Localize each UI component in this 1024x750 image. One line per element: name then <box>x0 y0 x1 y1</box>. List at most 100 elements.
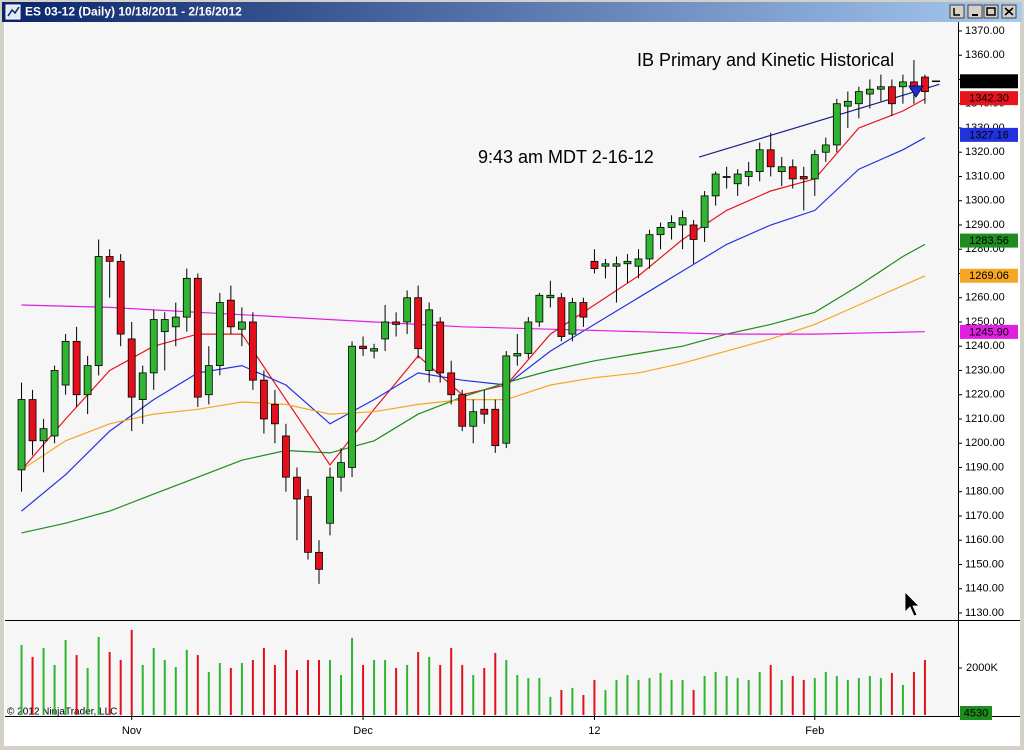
candle-body <box>568 302 577 335</box>
volume-bar <box>747 679 750 715</box>
candle-body <box>39 428 48 442</box>
ma-price-box <box>960 324 1018 339</box>
candle-body <box>28 399 37 442</box>
volume-bar <box>240 663 243 715</box>
volume-bar <box>714 671 717 715</box>
volume-bar <box>681 679 684 715</box>
candle-body <box>579 302 588 318</box>
candle-body <box>612 263 621 267</box>
volume-bar <box>890 672 893 715</box>
volume-bar <box>637 679 640 715</box>
volume-bar <box>53 664 56 715</box>
candle-body <box>458 394 467 427</box>
volume-bar <box>351 637 354 715</box>
volume-bar <box>207 671 210 715</box>
price-panel <box>5 22 958 620</box>
candle-body <box>623 260 632 265</box>
volume-bar <box>86 667 89 715</box>
pin-button[interactable] <box>949 4 965 19</box>
volume-bar <box>329 659 332 715</box>
volume-bar <box>868 675 871 715</box>
volume-bar <box>923 659 926 715</box>
close-glyph <box>1004 7 1014 16</box>
candle-body <box>237 321 246 330</box>
candle-body <box>94 256 103 367</box>
volume-bar <box>306 659 309 715</box>
y-tick-label: 1260.00 <box>965 292 1005 304</box>
candle-body <box>315 551 323 570</box>
volume-bar <box>769 664 772 715</box>
candle-body <box>83 365 92 396</box>
y-tick-label: 1320.00 <box>965 146 1005 158</box>
candle-body <box>193 277 202 398</box>
candle-body <box>72 340 81 396</box>
ma-price-box <box>960 127 1018 142</box>
y-tick-label: 1310.00 <box>965 170 1005 182</box>
volume-bar <box>97 636 100 715</box>
y-tick-label: 1140.00 <box>965 583 1004 595</box>
y-tick-label: 1210.00 <box>965 413 1005 425</box>
candle-body <box>17 399 26 471</box>
volume-bar <box>901 684 904 715</box>
y-tick-label: 1170.00 <box>965 510 1004 522</box>
candle-body <box>204 365 213 396</box>
y-tick-label: 1370.00 <box>965 25 1005 37</box>
volume-bar <box>395 667 398 715</box>
candle-body <box>282 435 290 478</box>
candle-body <box>722 176 731 178</box>
volume-bar <box>527 678 530 715</box>
volume-bar <box>262 648 265 715</box>
volume-bar <box>494 652 497 715</box>
candle-body <box>799 176 808 180</box>
ma-price-box-text: 1342.30 <box>969 93 1009 105</box>
volume-bar <box>538 678 541 715</box>
candle-body <box>414 297 423 350</box>
candle-body <box>535 294 544 323</box>
volume-bar <box>582 695 585 715</box>
candle-body <box>447 372 456 396</box>
volume-bar <box>648 678 651 715</box>
volume-bar <box>692 690 695 715</box>
volume-bar <box>196 655 199 715</box>
candle-body <box>50 370 59 437</box>
volume-bar <box>670 679 673 715</box>
candle-body <box>105 256 114 262</box>
trendline <box>698 83 940 158</box>
volume-bar <box>295 670 298 715</box>
candle-body <box>271 404 279 425</box>
ma-price-box <box>960 233 1018 248</box>
minimize-button[interactable] <box>967 4 983 19</box>
x-tick-label: Dec <box>353 725 373 737</box>
candle-body <box>248 321 257 381</box>
volume-bar <box>20 644 23 715</box>
candle-body <box>215 302 224 367</box>
volume-bar <box>163 659 166 715</box>
volume-bar <box>174 667 177 715</box>
candle-body <box>370 348 378 352</box>
ma-price-box-text: 1245.90 <box>969 326 1009 338</box>
y-tick-label: 1360.00 <box>965 49 1005 61</box>
candle-body <box>744 171 753 177</box>
window-buttons[interactable] <box>949 4 1017 19</box>
moving-average <box>21 304 925 335</box>
drawing-marker <box>908 85 924 98</box>
candle-body <box>182 277 191 318</box>
y-tick-label: 1150.00 <box>965 558 1004 570</box>
volume-bar <box>802 679 805 715</box>
candle-body <box>381 321 389 340</box>
maximize-button[interactable] <box>983 4 999 19</box>
y-tick-label: 1230.00 <box>965 364 1005 376</box>
candle-body <box>160 319 169 333</box>
candle-body <box>557 297 566 337</box>
volume-bar <box>703 675 706 715</box>
volume-bar <box>130 629 133 715</box>
volume-bar <box>428 656 431 715</box>
candle-body <box>645 234 654 260</box>
volume-bar <box>615 679 618 715</box>
moving-average <box>21 137 926 512</box>
candle-body <box>546 294 555 299</box>
volume-bar <box>846 679 849 715</box>
candle-body <box>425 309 434 371</box>
candle-body <box>590 260 599 270</box>
